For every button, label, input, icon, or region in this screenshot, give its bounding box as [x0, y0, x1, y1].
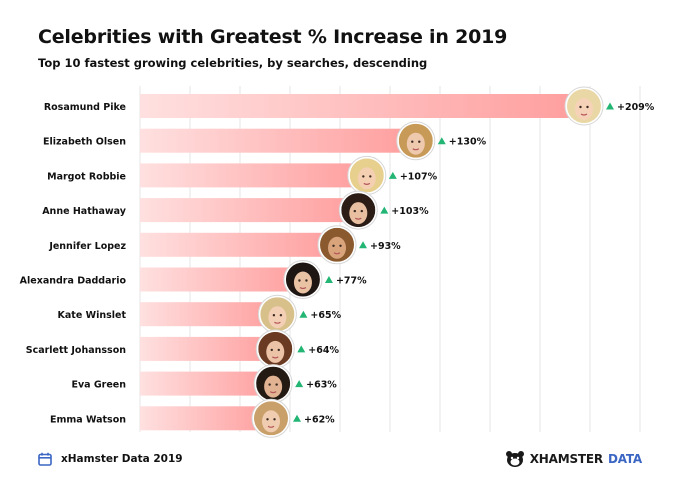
bar	[140, 406, 273, 431]
increase-arrow-icon	[324, 276, 333, 283]
value-label: +77%	[336, 276, 367, 287]
hamster-logo-icon	[505, 451, 524, 467]
source-label: xHamster Data 2019	[61, 453, 183, 465]
bar	[140, 336, 277, 361]
footer-source: xHamster Data 2019	[38, 452, 183, 466]
increase-arrow-icon	[297, 345, 306, 353]
avatar	[255, 329, 295, 369]
bar	[140, 94, 585, 118]
category-label: Jennifer Lopez	[48, 241, 126, 252]
bars: Rosamund Pike +209% Elizabeth Olsen +130% Ma…	[20, 86, 655, 438]
category-label: Margot Robbie	[47, 171, 126, 182]
value-label: +62%	[304, 414, 335, 425]
increase-arrow-icon	[606, 102, 614, 110]
category-label: Emma Watson	[50, 414, 126, 425]
bar	[140, 163, 368, 188]
bar	[140, 232, 339, 257]
chart-subtitle: Top 10 fastest growing celebrities, by s…	[38, 56, 428, 70]
increase-arrow-icon	[295, 380, 304, 388]
category-label: Rosamund Pike	[44, 102, 126, 113]
bar	[140, 198, 360, 223]
brand-suffix: DATA	[607, 452, 642, 466]
avatar	[338, 190, 378, 230]
value-label: +130%	[449, 137, 487, 148]
value-label: +209%	[617, 102, 655, 113]
calendar-icon	[38, 452, 52, 466]
brand-logo: XHAMSTER DATA	[505, 450, 642, 468]
increase-arrow-icon	[293, 414, 302, 422]
increase-arrow-icon	[437, 137, 446, 145]
avatar	[564, 86, 604, 126]
category-label: Anne Hathaway	[42, 206, 127, 217]
category-label: Eva Green	[71, 380, 126, 391]
bar	[140, 128, 417, 153]
brand-name: XHAMSTER	[529, 452, 603, 466]
chart-title: Celebrities with Greatest % Increase in …	[38, 26, 508, 48]
avatar	[396, 121, 436, 161]
bar	[140, 302, 279, 327]
category-label: Elizabeth Olsen	[43, 137, 126, 148]
avatar	[253, 364, 293, 404]
value-label: +103%	[391, 206, 429, 217]
category-label: Scarlett Johansson	[26, 345, 126, 356]
increase-arrow-icon	[299, 310, 308, 318]
avatar	[251, 398, 291, 438]
increase-arrow-icon	[380, 206, 389, 214]
avatar	[283, 260, 323, 299]
increase-arrow-icon	[359, 241, 368, 249]
category-label: Kate Winslet	[58, 310, 127, 321]
avatar	[257, 294, 297, 334]
avatar	[317, 225, 357, 265]
bar	[140, 267, 304, 292]
value-label: +93%	[370, 241, 401, 252]
avatar	[347, 155, 387, 195]
value-label: +63%	[306, 380, 337, 391]
value-label: +65%	[310, 310, 341, 321]
value-label: +107%	[400, 171, 438, 182]
bar	[140, 371, 275, 396]
value-label: +64%	[308, 345, 339, 356]
increase-arrow-icon	[388, 171, 397, 179]
category-label: Alexandra Daddario	[20, 276, 127, 287]
